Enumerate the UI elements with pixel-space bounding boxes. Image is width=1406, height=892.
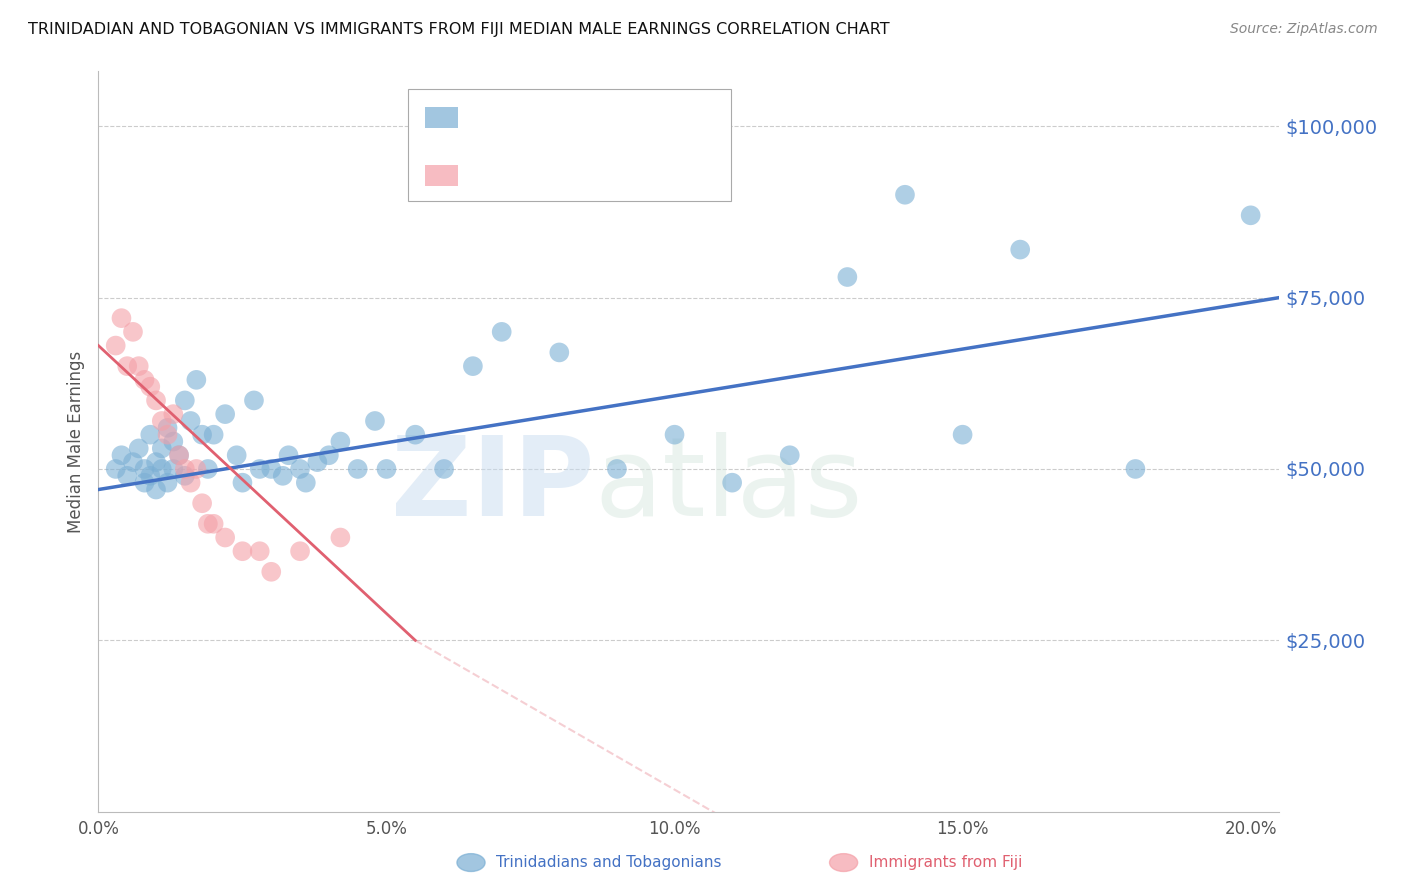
Point <box>104 338 127 352</box>
Point <box>288 462 311 476</box>
Point <box>156 421 179 435</box>
Text: R =: R = <box>465 108 502 126</box>
Point <box>139 468 162 483</box>
Text: Source: ZipAtlas.com: Source: ZipAtlas.com <box>1230 22 1378 37</box>
Point <box>231 544 253 558</box>
Text: TRINIDADIAN AND TOBAGONIAN VS IMMIGRANTS FROM FIJI MEDIAN MALE EARNINGS CORRELAT: TRINIDADIAN AND TOBAGONIAN VS IMMIGRANTS… <box>28 22 890 37</box>
Point <box>173 393 195 408</box>
Point <box>104 462 127 476</box>
Point <box>779 448 801 462</box>
Point <box>271 468 294 483</box>
Point <box>156 475 179 490</box>
Point <box>260 565 283 579</box>
Point <box>364 414 387 428</box>
Point <box>346 462 368 476</box>
Point <box>191 496 214 510</box>
Point <box>162 462 184 476</box>
Point <box>173 462 195 476</box>
Text: R =: R = <box>465 166 502 184</box>
Point <box>134 373 156 387</box>
Point <box>122 455 145 469</box>
Point <box>288 544 311 558</box>
Text: 24: 24 <box>612 166 637 184</box>
Point <box>110 448 132 462</box>
Point <box>249 544 271 558</box>
Point <box>318 448 340 462</box>
Point <box>150 442 173 456</box>
Point <box>134 475 156 490</box>
Point <box>606 462 628 476</box>
Point <box>225 448 247 462</box>
Point <box>150 414 173 428</box>
Point <box>186 462 208 476</box>
Point <box>329 434 352 449</box>
Point <box>243 393 266 408</box>
Point <box>1125 462 1147 476</box>
Point <box>139 380 162 394</box>
Point <box>1240 208 1263 222</box>
Point <box>837 270 859 285</box>
Point <box>167 448 190 462</box>
Y-axis label: Median Male Earnings: Median Male Earnings <box>67 351 86 533</box>
Point <box>404 427 426 442</box>
Text: -0.728: -0.728 <box>510 166 575 184</box>
Point <box>548 345 571 359</box>
Point <box>1010 243 1032 257</box>
Point <box>150 462 173 476</box>
Point <box>162 434 184 449</box>
Text: 56: 56 <box>612 108 637 126</box>
Point <box>186 373 208 387</box>
Point <box>145 455 167 469</box>
Text: 0.463: 0.463 <box>510 108 567 126</box>
Point <box>952 427 974 442</box>
Point <box>180 475 202 490</box>
Point <box>214 407 236 421</box>
Point <box>191 427 214 442</box>
Point <box>173 468 195 483</box>
Point <box>894 187 917 202</box>
Point <box>307 455 329 469</box>
Point <box>433 462 456 476</box>
Text: Trinidadians and Tobagonians: Trinidadians and Tobagonians <box>496 855 721 870</box>
Point <box>197 516 219 531</box>
Text: atlas: atlas <box>595 433 863 540</box>
Point <box>260 462 283 476</box>
Point <box>128 442 150 456</box>
Point <box>721 475 744 490</box>
Point <box>156 427 179 442</box>
Point <box>180 414 202 428</box>
Point <box>375 462 398 476</box>
Point <box>329 531 352 545</box>
Point <box>145 483 167 497</box>
Point <box>128 359 150 373</box>
Point <box>115 468 138 483</box>
Point <box>277 448 299 462</box>
Point <box>249 462 271 476</box>
Point <box>202 427 225 442</box>
Point <box>167 448 190 462</box>
Point <box>162 407 184 421</box>
Point <box>139 427 162 442</box>
Point <box>295 475 318 490</box>
Point <box>491 325 513 339</box>
Point <box>122 325 145 339</box>
Point <box>115 359 138 373</box>
Text: N =: N = <box>567 108 603 126</box>
Point <box>202 516 225 531</box>
Point <box>231 475 253 490</box>
Point <box>461 359 484 373</box>
Point <box>134 462 156 476</box>
Point <box>110 311 132 326</box>
Point <box>145 393 167 408</box>
Text: ZIP: ZIP <box>391 433 595 540</box>
Text: Immigrants from Fiji: Immigrants from Fiji <box>869 855 1022 870</box>
Point <box>197 462 219 476</box>
Text: N =: N = <box>567 166 603 184</box>
Point <box>664 427 686 442</box>
Point <box>214 531 236 545</box>
